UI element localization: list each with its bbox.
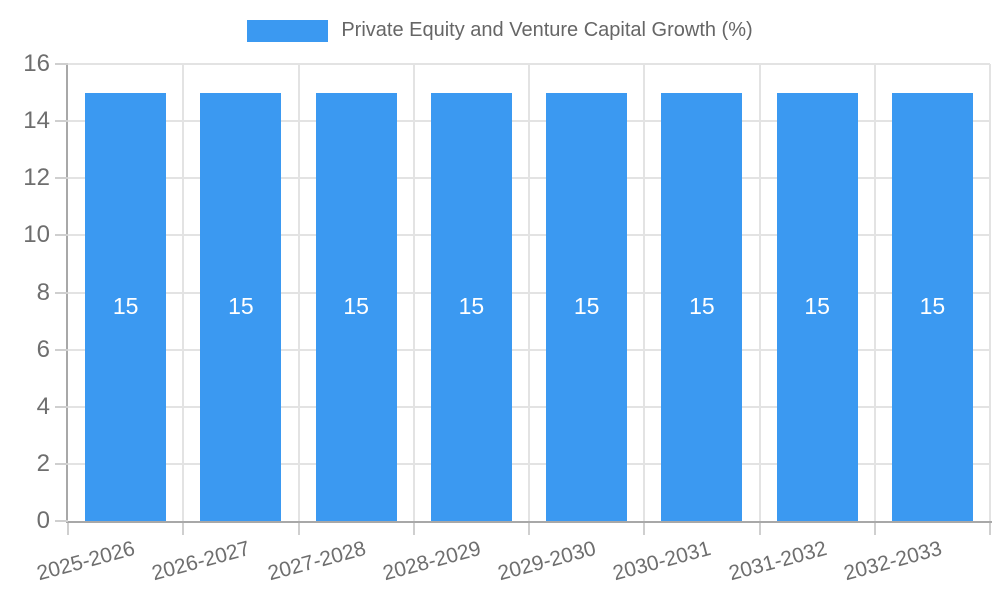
bar-value-label: 15 — [689, 293, 715, 320]
y-axis-tick-label: 8 — [36, 278, 50, 306]
y-axis-tick-mark — [55, 348, 68, 351]
x-axis-tick-mark — [67, 523, 69, 535]
bar-value-label: 15 — [919, 293, 946, 320]
bar: 15 — [430, 92, 512, 521]
x-axis-tick-mark — [758, 523, 761, 535]
bar-value-label: 15 — [343, 293, 369, 320]
x-axis-tick-label: 2032-2033 — [841, 537, 945, 586]
x-axis-tick-mark — [989, 523, 991, 535]
x-axis-tick-mark — [412, 523, 415, 535]
y-axis-tick-mark — [55, 120, 68, 123]
y-axis-tick-mark — [55, 234, 68, 237]
bar: 15 — [200, 92, 282, 521]
gridline-vertical — [873, 64, 876, 521]
gridline-vertical — [643, 64, 646, 521]
x-axis-tick-mark — [297, 523, 300, 535]
y-axis-tick-label: 4 — [36, 392, 50, 420]
gridline-vertical — [297, 64, 300, 521]
bar: 15 — [315, 92, 397, 521]
gridline-vertical — [758, 64, 761, 521]
x-axis-tick-mark — [528, 523, 530, 535]
chart-legend: Private Equity and Venture Capital Growt… — [0, 19, 1000, 42]
legend-label: Private Equity and Venture Capital Growt… — [341, 19, 753, 41]
bar-value-label: 15 — [804, 293, 830, 320]
bar: 15 — [891, 92, 973, 521]
y-axis-tick-label: 2 — [36, 449, 50, 477]
y-axis-tick-label: 10 — [23, 221, 50, 249]
x-axis-tick-label: 2027-2028 — [265, 537, 369, 586]
y-axis-tick-label: 16 — [23, 50, 50, 77]
bar-value-label: 15 — [112, 293, 139, 320]
y-axis-line — [66, 64, 68, 523]
x-axis-tick-label: 2029-2030 — [495, 537, 599, 586]
y-axis-tick-label: 12 — [23, 164, 50, 192]
gridline-vertical — [989, 64, 991, 521]
bar: 15 — [546, 92, 628, 521]
bar-value-label: 15 — [573, 293, 600, 320]
y-axis-tick-mark — [55, 405, 68, 408]
bar-value-label: 15 — [228, 293, 254, 320]
y-axis-tick-mark — [55, 63, 68, 65]
y-axis-tick-mark — [55, 177, 68, 180]
bar: 15 — [85, 92, 167, 521]
y-axis-tick-mark — [55, 291, 68, 294]
x-axis-tick-label: 2028-2029 — [380, 537, 484, 586]
legend-swatch — [247, 19, 329, 42]
y-axis-tick-mark — [55, 462, 68, 465]
bar: 15 — [776, 92, 858, 521]
bar-value-label: 15 — [458, 293, 485, 320]
gridline-vertical — [528, 64, 530, 521]
x-axis-tick-label: 2025-2026 — [34, 537, 138, 586]
y-axis-tick-label: 6 — [36, 335, 50, 363]
bar: 15 — [661, 92, 743, 521]
x-axis-tick-mark — [182, 523, 185, 535]
y-axis-tick-mark — [55, 520, 68, 522]
gridline-vertical — [412, 64, 415, 521]
y-axis-tick-label: 0 — [36, 507, 50, 534]
x-axis-line — [66, 521, 992, 523]
x-axis-tick-mark — [643, 523, 646, 535]
legend-item[interactable]: Private Equity and Venture Capital Growt… — [247, 19, 753, 42]
gridline-vertical — [182, 64, 185, 521]
x-axis-tick-mark — [873, 523, 876, 535]
x-axis-tick-label: 2030-2031 — [610, 537, 714, 586]
x-axis-tick-label: 2026-2027 — [149, 537, 253, 586]
x-axis-tick-label: 2031-2032 — [726, 537, 830, 586]
y-axis-tick-label: 14 — [23, 107, 50, 135]
